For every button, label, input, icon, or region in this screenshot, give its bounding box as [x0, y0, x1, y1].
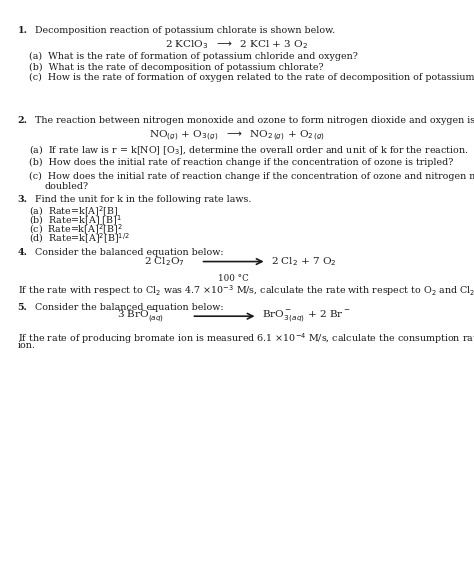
- Text: 2 KClO$_3$  $\longrightarrow$  2 KCl + 3 O$_2$: 2 KClO$_3$ $\longrightarrow$ 2 KCl + 3 O…: [165, 38, 309, 51]
- Text: 100 °C: 100 °C: [219, 274, 249, 283]
- Text: If the rate of producing bromate ion is measured 6.1 ×10$^{-4}$ M/s, calculate t: If the rate of producing bromate ion is …: [18, 332, 474, 346]
- Text: 2 Cl$_2$ + 7 O$_2$: 2 Cl$_2$ + 7 O$_2$: [271, 255, 337, 268]
- Text: Consider the balanced equation below:: Consider the balanced equation below:: [35, 248, 224, 257]
- Text: ion.: ion.: [18, 341, 36, 350]
- Text: 5.: 5.: [18, 303, 27, 312]
- Text: Find the unit for k in the following rate laws.: Find the unit for k in the following rat…: [35, 195, 251, 204]
- Text: Decomposition reaction of potassium chlorate is shown below.: Decomposition reaction of potassium chlo…: [35, 26, 335, 35]
- Text: (b)  How does the initial rate of reaction change if the concentration of ozone : (b) How does the initial rate of reactio…: [28, 158, 453, 167]
- Text: 2.: 2.: [18, 116, 27, 125]
- Text: 4.: 4.: [18, 248, 27, 257]
- Text: (a)  What is the rate of formation of potassium chloride and oxygen?: (a) What is the rate of formation of pot…: [28, 52, 357, 62]
- Text: NO$_{(g)}$ + O$_{3\,(g)}$  $\longrightarrow$  NO$_{2\,(g)}$ + O$_{2\,(g)}$: NO$_{(g)}$ + O$_{3\,(g)}$ $\longrightarr…: [149, 129, 325, 144]
- Text: (b)  What is the rate of decomposition of potassium chlorate?: (b) What is the rate of decomposition of…: [28, 63, 323, 72]
- Text: (c)  Rate=k[A]$^2$[B]$^2$: (c) Rate=k[A]$^2$[B]$^2$: [28, 223, 122, 237]
- Text: If the rate with respect to Cl$_2$ was 4.7 ×10$^{-3}$ M/s, calculate the rate wi: If the rate with respect to Cl$_2$ was 4…: [18, 283, 474, 298]
- Text: (a)  If rate law is r = k[NO] [O$_3$], determine the overall order and unit of k: (a) If rate law is r = k[NO] [O$_3$], de…: [28, 143, 468, 157]
- Text: doubled?: doubled?: [45, 182, 89, 190]
- Text: (c)  How is the rate of formation of oxygen related to the rate of decomposition: (c) How is the rate of formation of oxyg…: [28, 74, 474, 82]
- Text: 2 Cl$_2$O$_7$: 2 Cl$_2$O$_7$: [144, 255, 185, 268]
- Text: Consider the balanced equation below:: Consider the balanced equation below:: [35, 303, 224, 312]
- Text: 1.: 1.: [18, 26, 27, 35]
- Text: (c)  How does the initial rate of reaction change if the concentration of ozone : (c) How does the initial rate of reactio…: [28, 172, 474, 181]
- Text: The reaction between nitrogen monoxide and ozone to form nitrogen dioxide and ox: The reaction between nitrogen monoxide a…: [35, 116, 474, 125]
- Text: (a)  Rate=k[A]$^2$[B]: (a) Rate=k[A]$^2$[B]: [28, 205, 118, 219]
- Text: BrO$^-_{3\,(aq)}$ + 2 Br$^-$: BrO$^-_{3\,(aq)}$ + 2 Br$^-$: [262, 308, 351, 324]
- Text: (d)  Rate=k[A]$^2$[B]$^{1/2}$: (d) Rate=k[A]$^2$[B]$^{1/2}$: [28, 232, 129, 246]
- Text: (b)  Rate=k[A] [B]$^1$: (b) Rate=k[A] [B]$^1$: [28, 214, 121, 228]
- Text: 3 BrO$^-_{(aq)}$: 3 BrO$^-_{(aq)}$: [117, 308, 164, 324]
- Text: 3.: 3.: [18, 195, 27, 204]
